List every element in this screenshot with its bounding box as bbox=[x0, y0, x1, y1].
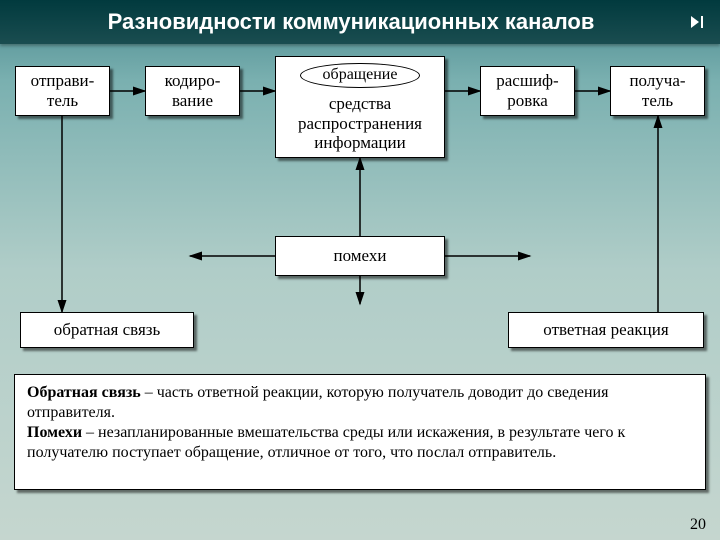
node-receiver: получа-тель bbox=[610, 66, 705, 116]
node-noise: помехи bbox=[275, 236, 445, 276]
node-response: ответная реакция bbox=[508, 312, 704, 348]
node-message-oval: обращение bbox=[300, 63, 420, 88]
slide-number: 20 bbox=[690, 516, 706, 534]
next-slide-icon[interactable] bbox=[688, 13, 706, 31]
diagram-canvas: отправи-тель кодиро-вание обращение сред… bbox=[0, 44, 720, 540]
node-decoding: расшиф-ровка bbox=[480, 66, 575, 116]
node-sender: отправи-тель bbox=[15, 66, 110, 116]
node-channel: обращение средствараспространенияинформа… bbox=[275, 56, 445, 158]
node-feedback: обратная связь bbox=[20, 312, 194, 348]
definitions-panel: Обратная связь – часть ответной реакции,… bbox=[14, 374, 706, 490]
slide-title: Разновидности коммуникационных каналов bbox=[14, 9, 688, 35]
title-bar: Разновидности коммуникационных каналов bbox=[0, 0, 720, 44]
node-encoding: кодиро-вание bbox=[145, 66, 240, 116]
